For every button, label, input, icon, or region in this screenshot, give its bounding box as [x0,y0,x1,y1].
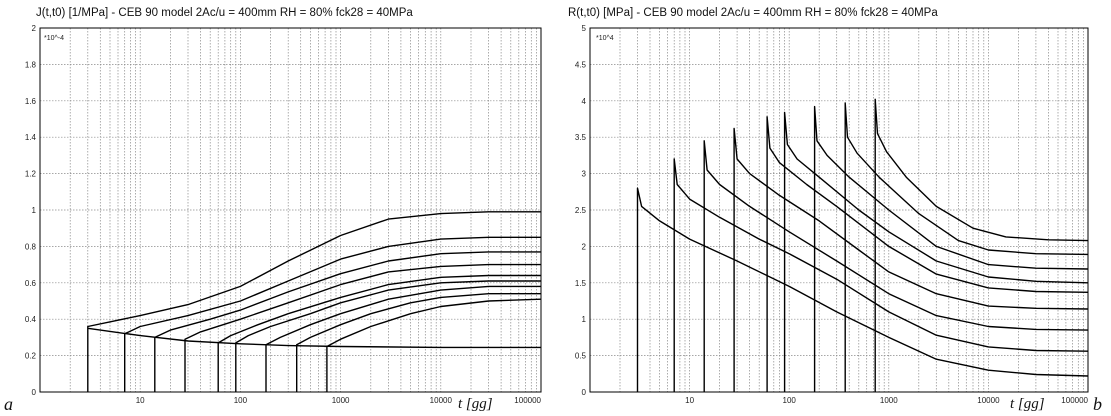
chart-a-series-line [217,274,541,392]
chart-a-y-tick-label: 1.4 [25,133,37,142]
chart-b-y-tick-label: 3.5 [575,133,587,142]
chart-b-y-tick-label: 4 [582,97,587,106]
chart-b-plot-frame [589,27,1089,393]
chart-a-title: J(t,t0) [1/MPa] - CEB 90 model 2Ac/u = 4… [36,7,413,19]
chart-b-grid [590,28,1088,392]
chart-a-series-line [265,285,541,392]
chart-b-x-tick-label: 1000 [880,396,898,405]
chart-a-y-tick-label: 0.6 [25,279,37,288]
chart-b-x-axis-label: t [gg] [1010,396,1045,412]
chart-a-y-tick-label: 0.4 [25,315,37,324]
chart-b-y-tick-label: 4.5 [575,60,587,69]
chart-a-y-tick-label: 2 [32,24,37,33]
chart-b-y-tick-label: 1 [582,315,587,324]
chart-a-y-tick-label: 0.2 [25,352,37,361]
chart-b-series-line [636,187,1089,392]
chart-panel-b: R(t,t0) [MPa] - CEB 90 model 2Ac/u = 400… [568,7,1102,414]
chart-b-series-line [703,140,1089,392]
chart-a-x-tick-label: 10 [136,396,145,405]
chart-a-plot-frame [39,27,542,393]
chart-b-y-tick-label: 2 [582,242,587,251]
chart-a-series-line [154,251,541,392]
chart-a-multiplier: *10^-4 [44,35,64,42]
chart-a-series-line [326,298,542,392]
chart-a-y-tick-label: 1 [32,206,37,215]
chart-a-panel-label: a [4,394,13,414]
chart-b-multiplier: *10^4 [596,35,614,42]
chart-b-series-line [844,102,1089,392]
chart-a-y-tick-label: 0 [32,388,37,397]
chart-b-x-tick-label: 10 [685,396,694,405]
chart-b-x-tick-label: 100 [783,396,797,405]
chart-b-x-tick-label: 10000 [977,396,1000,405]
chart-a-series-line [296,293,541,392]
chart-a-grid [40,28,541,392]
chart-a-x-tick-label: 1000 [332,396,350,405]
chart-a-x-tick-label: 100000 [514,396,541,405]
chart-b-y-tick-label: 1.5 [575,279,587,288]
chart-b-series-line [874,98,1089,392]
chart-b-y-tick-label: 0.5 [575,352,587,361]
chart-a-series-line [184,263,541,392]
chart-b-x-tick-label: 100000 [1061,396,1088,405]
chart-b-series-line [733,127,1089,392]
chart-a-x-axis-label: t [gg] [458,396,493,412]
chart-a-y-tick-label: 1.8 [25,60,37,69]
chart-a-series-line [87,327,541,349]
chart-a-series-line [235,280,541,392]
chart-b-series-line [766,116,1089,392]
chart-a-y-tick-label: 1.2 [25,170,37,179]
chart-b-y-tick-label: 0 [582,388,587,397]
chart-a-series-line [124,236,541,392]
chart-a-y-tick-label: 0.8 [25,242,37,251]
chart-b-series-line [673,158,1089,392]
chart-a-x-tick-label: 10000 [430,396,453,405]
chart-a-y-tick-label: 1.6 [25,97,37,106]
chart-b-series-line [783,111,1089,392]
chart-b-y-tick-label: 2.5 [575,206,587,215]
chart-a-x-tick-label: 100 [234,396,248,405]
chart-b-title: R(t,t0) [MPa] - CEB 90 model 2Ac/u = 400… [568,7,938,19]
chart-b-y-tick-label: 3 [582,170,587,179]
chart-b-y-tick-label: 5 [582,24,587,33]
chart-panel-a: J(t,t0) [1/MPa] - CEB 90 model 2Ac/u = 4… [4,7,542,414]
chart-a-series-line [87,211,541,392]
chart-b-panel-label: b [1093,394,1102,414]
chart-b-series-line [813,105,1089,392]
